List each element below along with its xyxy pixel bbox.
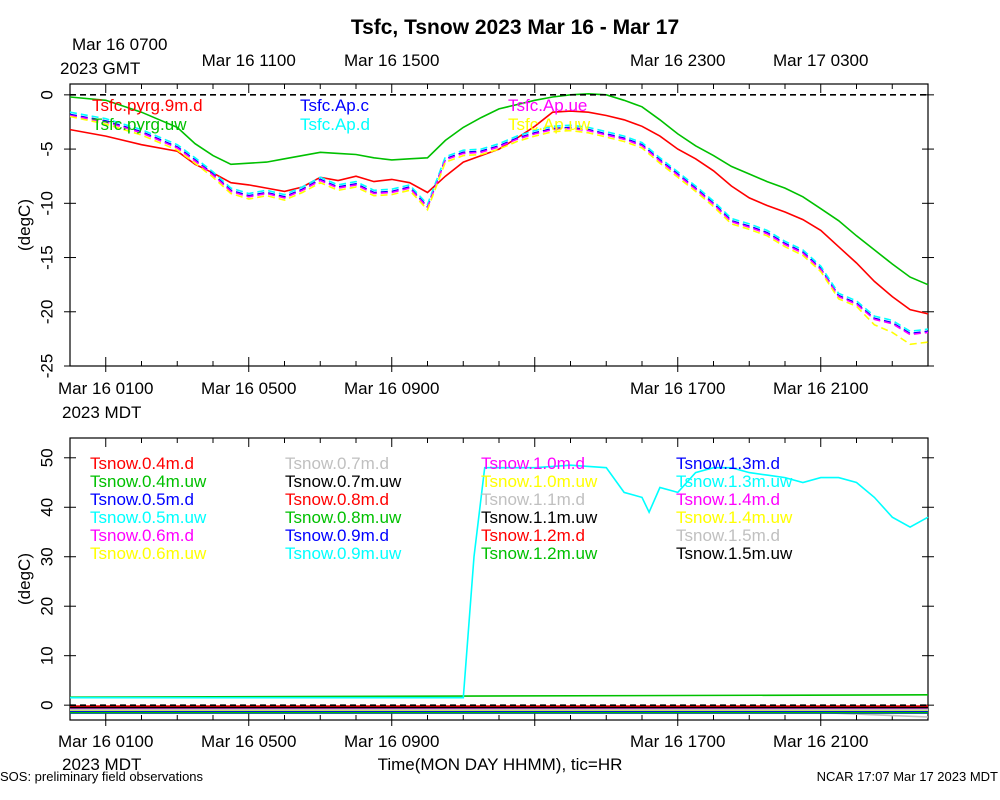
- tsfc-panel: Mar 16 0100 Mar 16 0500 Mar 16 0900 Mar 16 …: [15, 35, 934, 398]
- x-tick-label: Mar 16 2100: [773, 732, 868, 751]
- legend-entry: Tsnow.1.2m.d: [481, 526, 585, 545]
- legend-entry: Tsnow.1.2m.uw: [481, 544, 598, 563]
- y-tick-label: 0: [37, 700, 56, 709]
- legend-entry: Tsnow.0.6m.uw: [90, 544, 207, 563]
- legend-entry: Tsfc.Ap.uw: [508, 115, 591, 134]
- legend-entry: Tsnow.1.4m.d: [676, 490, 780, 509]
- top-gmt-label: 2023 GMT: [60, 59, 140, 78]
- legend-entry: Tsnow.1.1m.uw: [481, 508, 598, 527]
- series-line: [69, 111, 929, 333]
- series-line: [69, 113, 929, 335]
- x-tick-label: Mar 16 0900: [344, 732, 439, 751]
- legend-entry: Tsnow.0.4m.uw: [90, 472, 207, 491]
- y-tick-label: 10: [37, 646, 56, 665]
- y-axis-label: (degC): [15, 553, 34, 605]
- legend-entry: Tsnow.0.9m.uw: [285, 544, 402, 563]
- y-tick-label: -15: [37, 245, 56, 270]
- legend-entry: Tsnow.0.5m.d: [90, 490, 194, 509]
- y-tick-label: -10: [37, 191, 56, 216]
- series-line: [69, 110, 929, 315]
- legend-entry: Tsnow.0.7m.uw: [285, 472, 402, 491]
- legend-entry: Tsnow.0.5m.uw: [90, 508, 207, 527]
- x-axis-label: Time(MON DAY HHMM), tic=HR: [378, 755, 623, 774]
- footer-left: SOS: preliminary field observations: [0, 769, 204, 784]
- x-tick-label: Mar 16 0100: [58, 379, 153, 398]
- x-tick-label: Mar 16 0500: [201, 379, 296, 398]
- plot-frame: [69, 83, 929, 367]
- legend-entry: Tsnow.0.7m.d: [285, 454, 389, 473]
- x-tick-label: Mar 16 0500: [201, 732, 296, 751]
- y-tick-label: 50: [37, 448, 56, 467]
- top-x-tick-label: Mar 16 2300: [630, 51, 725, 70]
- series-line: [69, 92, 929, 286]
- legend-entry: Tsfc.pyrg.9m.d: [92, 96, 203, 115]
- legend-entry: Tsfc.Ap.c: [300, 96, 369, 115]
- x-tick-label: Mar 16 1700: [630, 732, 725, 751]
- y-tick-label: 0: [37, 90, 56, 99]
- x-tick-label: Mar 16 0100: [58, 732, 153, 751]
- chart-title: Tsfc, Tsnow 2023 Mar 16 - Mar 17: [351, 16, 679, 39]
- x-tick-label: Mar 16 1700: [630, 379, 725, 398]
- legend-entry: Tsnow.0.4m.d: [90, 454, 194, 473]
- y-tick-label: -20: [37, 299, 56, 324]
- x-tick-label: Mar 16 0900: [344, 379, 439, 398]
- bottom-mdt-label: 2023 MDT: [62, 755, 141, 774]
- y-axis-label: (degC): [15, 199, 34, 251]
- legend-entry: Tsnow.0.8m.uw: [285, 508, 402, 527]
- legend-entry: Tsnow.0.6m.d: [90, 526, 194, 545]
- series-line: [69, 693, 929, 699]
- y-tick-label: -25: [37, 354, 56, 379]
- series-line: [70, 464, 929, 699]
- legend-entry: Tsnow.1.1m.d: [481, 490, 585, 509]
- y-tick-label: 40: [37, 498, 56, 517]
- legend-entry: Tsnow.0.9m.d: [285, 526, 389, 545]
- legend-entry: Tsnow.1.3m.uw: [676, 472, 793, 491]
- top-x-tick-label: Mar 16 1500: [344, 51, 439, 70]
- legend-entry: Tsfc.Ap.d: [300, 115, 370, 134]
- top-x-tick-label: Mar 17 0300: [773, 51, 868, 70]
- legend-entry: Tsfc.Ap.ue: [508, 96, 587, 115]
- legend-entry: Tsfc.pyrg.uw: [92, 115, 187, 134]
- legend-entry: Tsnow.1.0m.d: [481, 454, 585, 473]
- mid-mdt-label: 2023 MDT: [62, 403, 141, 422]
- y-tick-label: -5: [37, 142, 56, 157]
- series-line: [69, 115, 929, 346]
- legend-entry: Tsnow.1.3m.d: [676, 454, 780, 473]
- x-tick-label: Mar 16 2100: [773, 379, 868, 398]
- legend-entry: Tsnow.1.0m.uw: [481, 472, 598, 491]
- legend-entry: Tsnow.0.8m.d: [285, 490, 389, 509]
- y-tick-label: 30: [37, 547, 56, 566]
- legend-entry: Tsnow.1.5m.uw: [676, 544, 793, 563]
- top-x-tick-label: Mar 16 0700: [72, 35, 167, 54]
- y-tick-label: 20: [37, 597, 56, 616]
- footer-right: NCAR 17:07 Mar 17 2023 MDT: [817, 769, 998, 784]
- legend-entry: Tsnow.1.5m.d: [676, 526, 780, 545]
- top-x-tick-label: Mar 16 1100: [202, 51, 296, 70]
- series-line: [69, 114, 929, 336]
- tsnow-panel: Mar 16 0100 Mar 16 0500 Mar 16 0900 Mar 16 …: [15, 437, 934, 751]
- legend-entry: Tsnow.1.4m.uw: [676, 508, 793, 527]
